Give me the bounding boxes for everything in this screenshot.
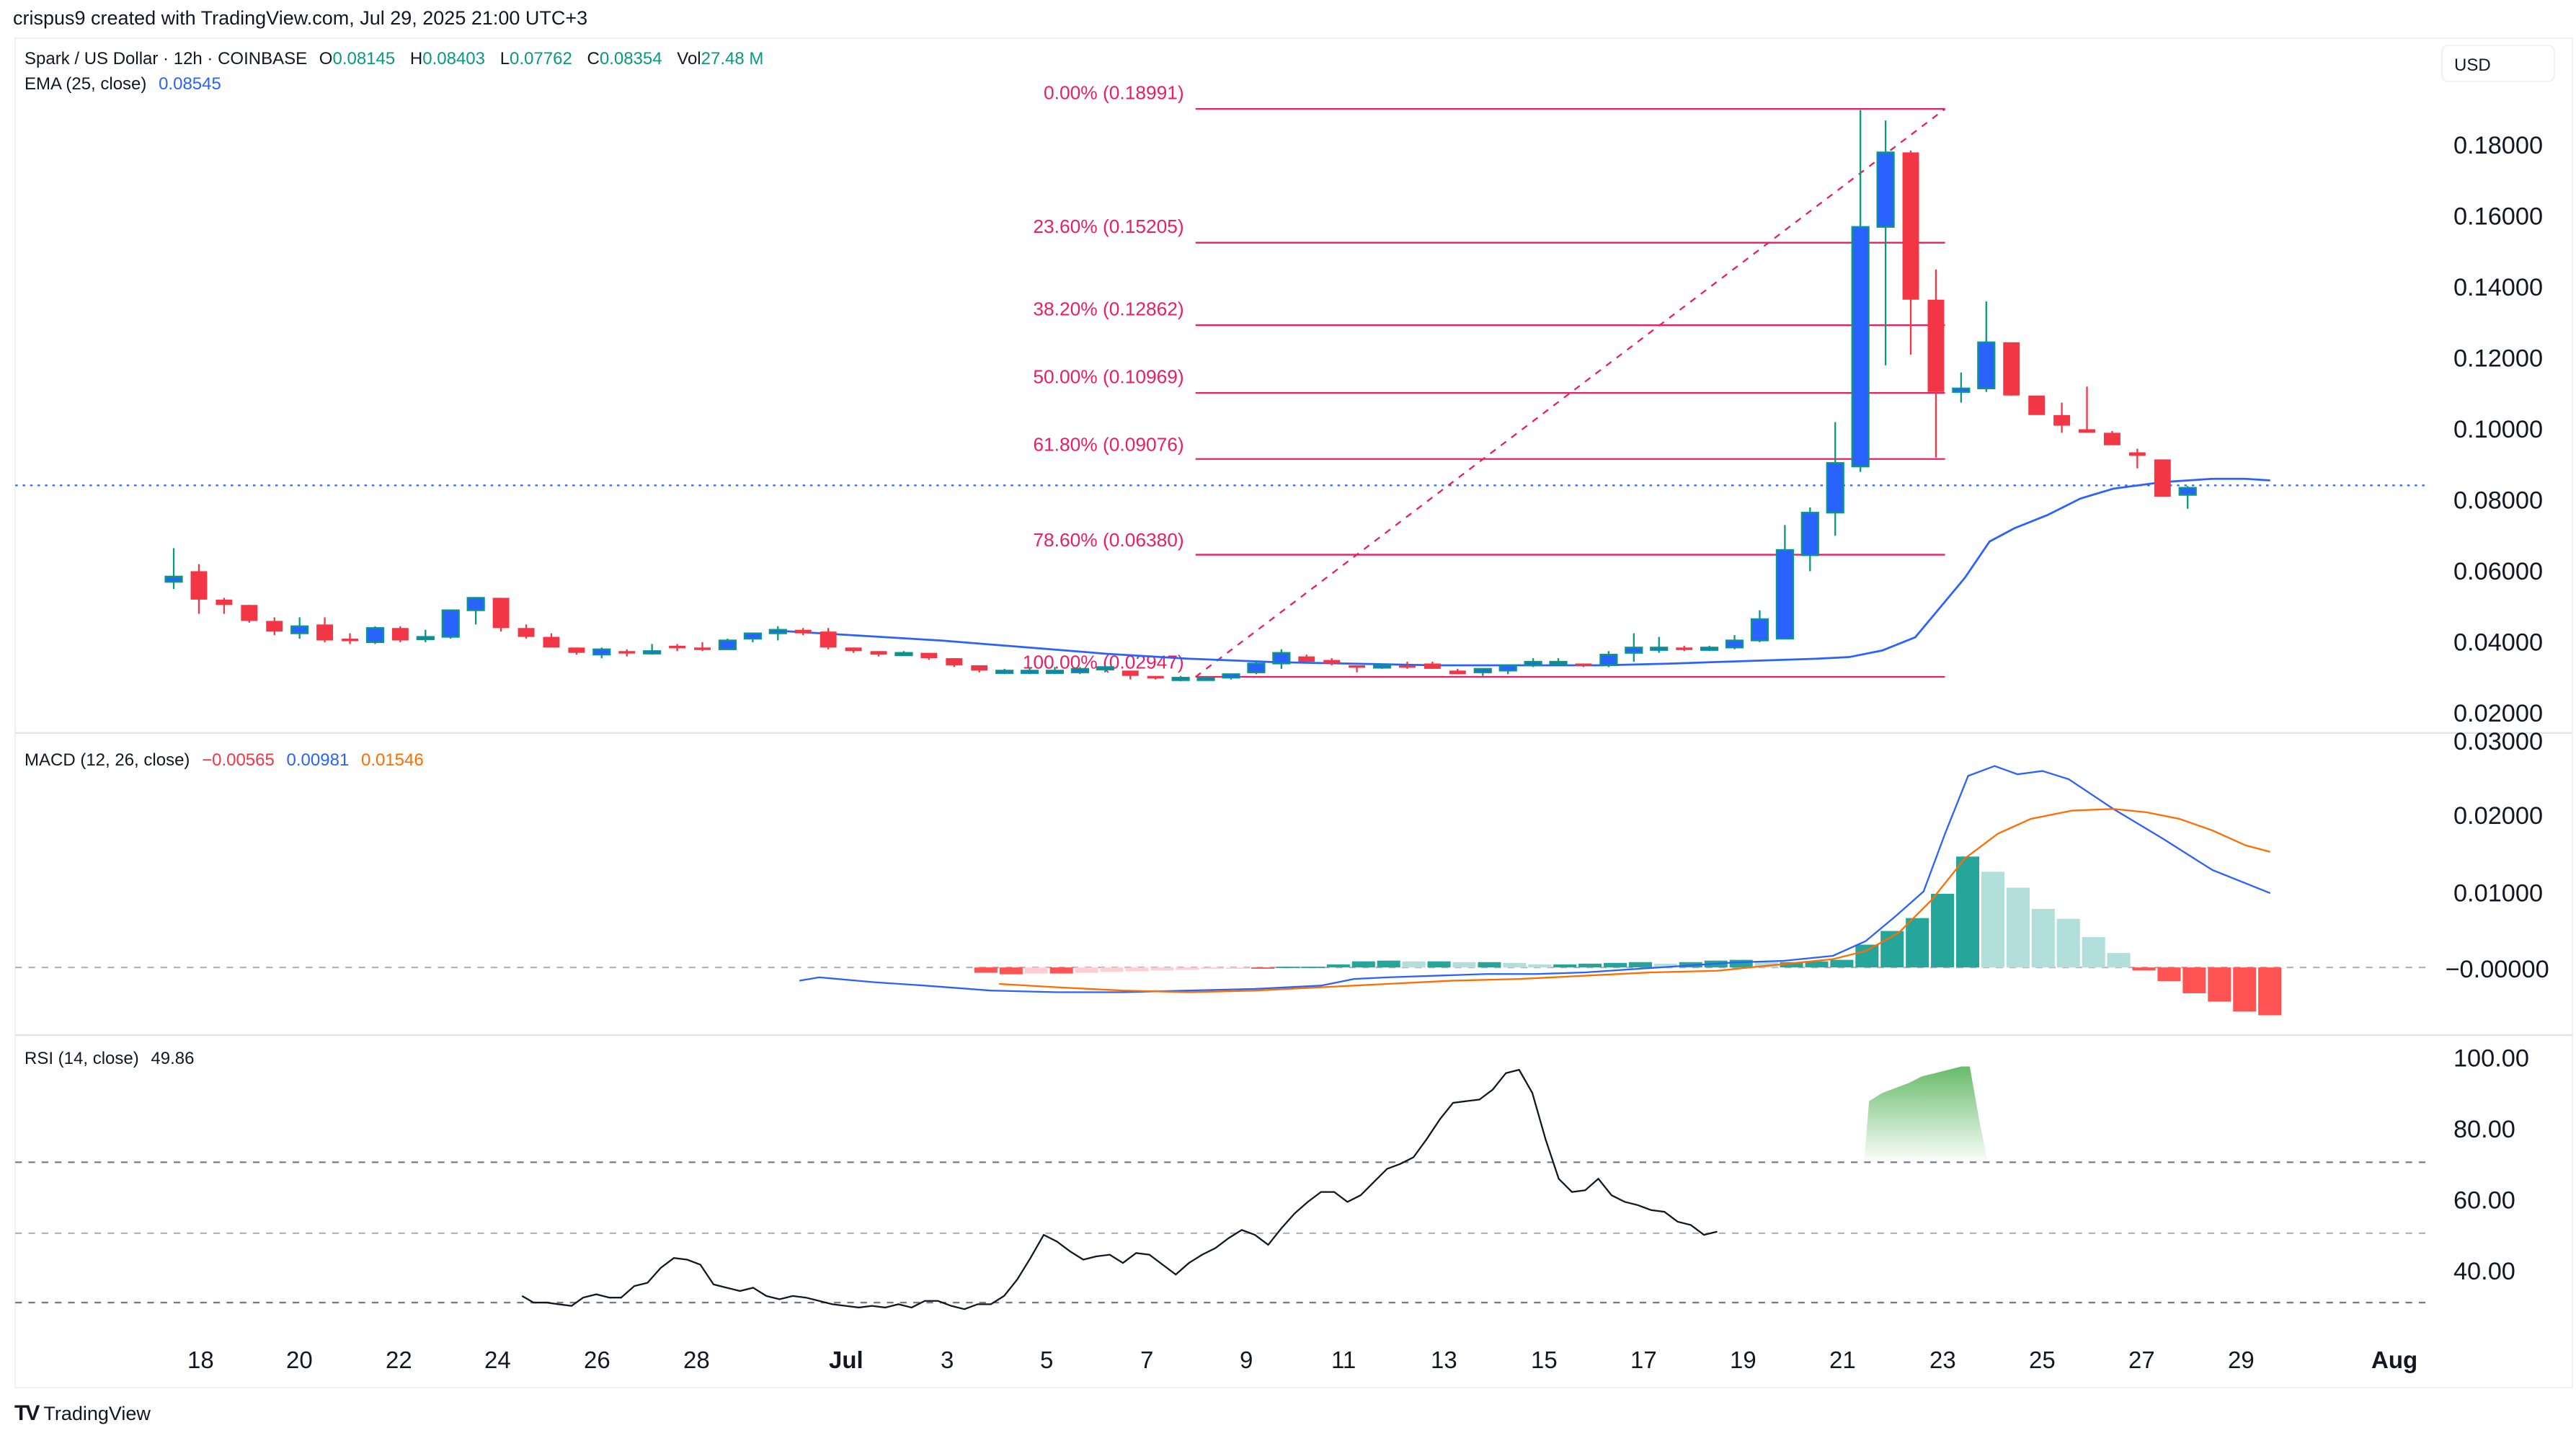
svg-text:100.00: 100.00 — [2453, 1045, 2529, 1073]
time-label: 15 — [1531, 1347, 1558, 1373]
svg-text:0.06000: 0.06000 — [2453, 558, 2543, 585]
svg-text:0.04000: 0.04000 — [2453, 629, 2543, 656]
open-value: 0.08145 — [332, 49, 396, 68]
macd-line-value: 0.00981 — [286, 750, 350, 770]
svg-text:80.00: 80.00 — [2453, 1116, 2515, 1143]
tradingview-brand[interactable]: TradingView — [43, 1402, 151, 1424]
rsi-axis[interactable]: 100.00 80.00 60.00 40.00 — [2453, 1045, 2529, 1285]
svg-text:0.08000: 0.08000 — [2453, 487, 2543, 514]
svg-text:0.12000: 0.12000 — [2453, 345, 2543, 372]
time-label: 21 — [1829, 1347, 1856, 1373]
rsi-value: 49.86 — [151, 1049, 195, 1068]
svg-text:23.60% (0.15205): 23.60% (0.15205) — [1033, 216, 1183, 237]
macd-signal-line[interactable] — [999, 808, 2271, 993]
time-label: 19 — [1730, 1347, 1756, 1373]
macd-line[interactable] — [799, 765, 2271, 993]
time-label: 23 — [1929, 1347, 1956, 1373]
svg-text:78.60% (0.06380): 78.60% (0.06380) — [1033, 529, 1183, 551]
high-label: H — [409, 49, 423, 68]
svg-text:0.16000: 0.16000 — [2453, 203, 2543, 230]
symbol-title[interactable]: Spark / US Dollar · 12h · COINBASE — [25, 49, 308, 68]
rsi-legend: RSI (14, close) 49.86 — [25, 1049, 201, 1069]
svg-text:0.03000: 0.03000 — [2453, 728, 2543, 755]
candlesticks[interactable] — [164, 110, 2197, 682]
macd-label[interactable]: MACD (12, 26, close) — [25, 750, 190, 770]
chart-attribution: crispus9 created with TradingView.com, J… — [13, 7, 588, 29]
time-label: 28 — [683, 1347, 710, 1373]
svg-text:0.14000: 0.14000 — [2453, 274, 2543, 301]
time-label: 17 — [1630, 1347, 1657, 1373]
close-value: 0.08354 — [599, 49, 662, 68]
fibonacci-retracement[interactable] — [1195, 108, 1946, 678]
macd-signal-value: 0.01546 — [360, 750, 424, 770]
time-label: 18 — [187, 1347, 214, 1373]
svg-text:50.00% (0.10969): 50.00% (0.10969) — [1033, 365, 1183, 387]
time-label: 3 — [941, 1347, 954, 1373]
time-label: 7 — [1140, 1347, 1154, 1373]
time-axis[interactable]: 18 20 22 24 26 28 Jul 3 5 7 9 11 13 15 1… — [0, 1347, 2576, 1375]
ema-value: 0.08545 — [159, 74, 221, 94]
svg-text:−0.00000: −0.00000 — [2446, 956, 2549, 983]
currency-button[interactable]: USD — [2441, 45, 2555, 82]
svg-text:0.00% (0.18991): 0.00% (0.18991) — [1044, 81, 1184, 103]
svg-text:61.80% (0.09076): 61.80% (0.09076) — [1033, 433, 1183, 455]
svg-text:60.00: 60.00 — [2453, 1187, 2515, 1215]
low-label: L — [499, 49, 510, 68]
low-value: 0.07762 — [510, 49, 572, 68]
rsi-label[interactable]: RSI (14, close) — [25, 1049, 139, 1068]
svg-text:38.20% (0.12862): 38.20% (0.12862) — [1033, 298, 1183, 319]
rsi-overbought-fill — [1864, 1066, 1989, 1163]
rsi-line-main[interactable] — [521, 1068, 1718, 1310]
time-label: 5 — [1040, 1347, 1054, 1373]
fibonacci-labels: 0.00% (0.18991) 23.60% (0.15205) 38.20% … — [1023, 81, 1184, 673]
close-label: C — [587, 49, 600, 68]
chart-frame — [14, 37, 2573, 1388]
symbol-legend: Spark / US Dollar · 12h · COINBASE O0.08… — [25, 49, 770, 69]
volume-label: Vol — [677, 49, 701, 68]
macd-histogram[interactable] — [974, 856, 2282, 1016]
svg-text:0.01000: 0.01000 — [2453, 880, 2543, 908]
open-label: O — [319, 49, 333, 68]
macd-axis[interactable]: 0.03000 0.02000 0.01000 −0.00000 — [2446, 728, 2549, 983]
svg-text:0.02000: 0.02000 — [2453, 700, 2543, 727]
footer: TV TradingView — [14, 1401, 151, 1426]
ema-legend: EMA (25, close) 0.08545 — [25, 74, 228, 94]
time-label: 27 — [2128, 1347, 2155, 1373]
time-label: 9 — [1240, 1347, 1253, 1373]
macd-histogram-value: −0.00565 — [202, 750, 275, 770]
time-label: 22 — [386, 1347, 412, 1373]
time-label: 11 — [1331, 1347, 1356, 1373]
price-axis[interactable]: 0.18000 0.16000 0.14000 0.12000 0.10000 … — [2453, 132, 2543, 727]
time-label: 29 — [2228, 1347, 2255, 1373]
time-label: 26 — [584, 1347, 610, 1373]
time-label: 25 — [2029, 1347, 2056, 1373]
ema-25-line[interactable] — [776, 477, 2270, 667]
time-label: Jul — [829, 1347, 863, 1373]
tradingview-logo-icon[interactable]: TV — [14, 1401, 40, 1425]
svg-text:0.10000: 0.10000 — [2453, 416, 2543, 443]
time-label: 20 — [286, 1347, 313, 1373]
time-label: 13 — [1431, 1347, 1457, 1373]
svg-text:40.00: 40.00 — [2453, 1258, 2515, 1285]
ema-label[interactable]: EMA (25, close) — [25, 74, 147, 94]
high-value: 0.08403 — [422, 49, 486, 68]
time-label: Aug — [2371, 1347, 2418, 1373]
volume-value: 27.48 M — [701, 49, 764, 68]
svg-text:0.02000: 0.02000 — [2453, 802, 2543, 830]
macd-legend: MACD (12, 26, close) −0.00565 0.00981 0.… — [25, 750, 431, 771]
time-label: 24 — [484, 1347, 511, 1373]
svg-text:0.18000: 0.18000 — [2453, 132, 2543, 159]
